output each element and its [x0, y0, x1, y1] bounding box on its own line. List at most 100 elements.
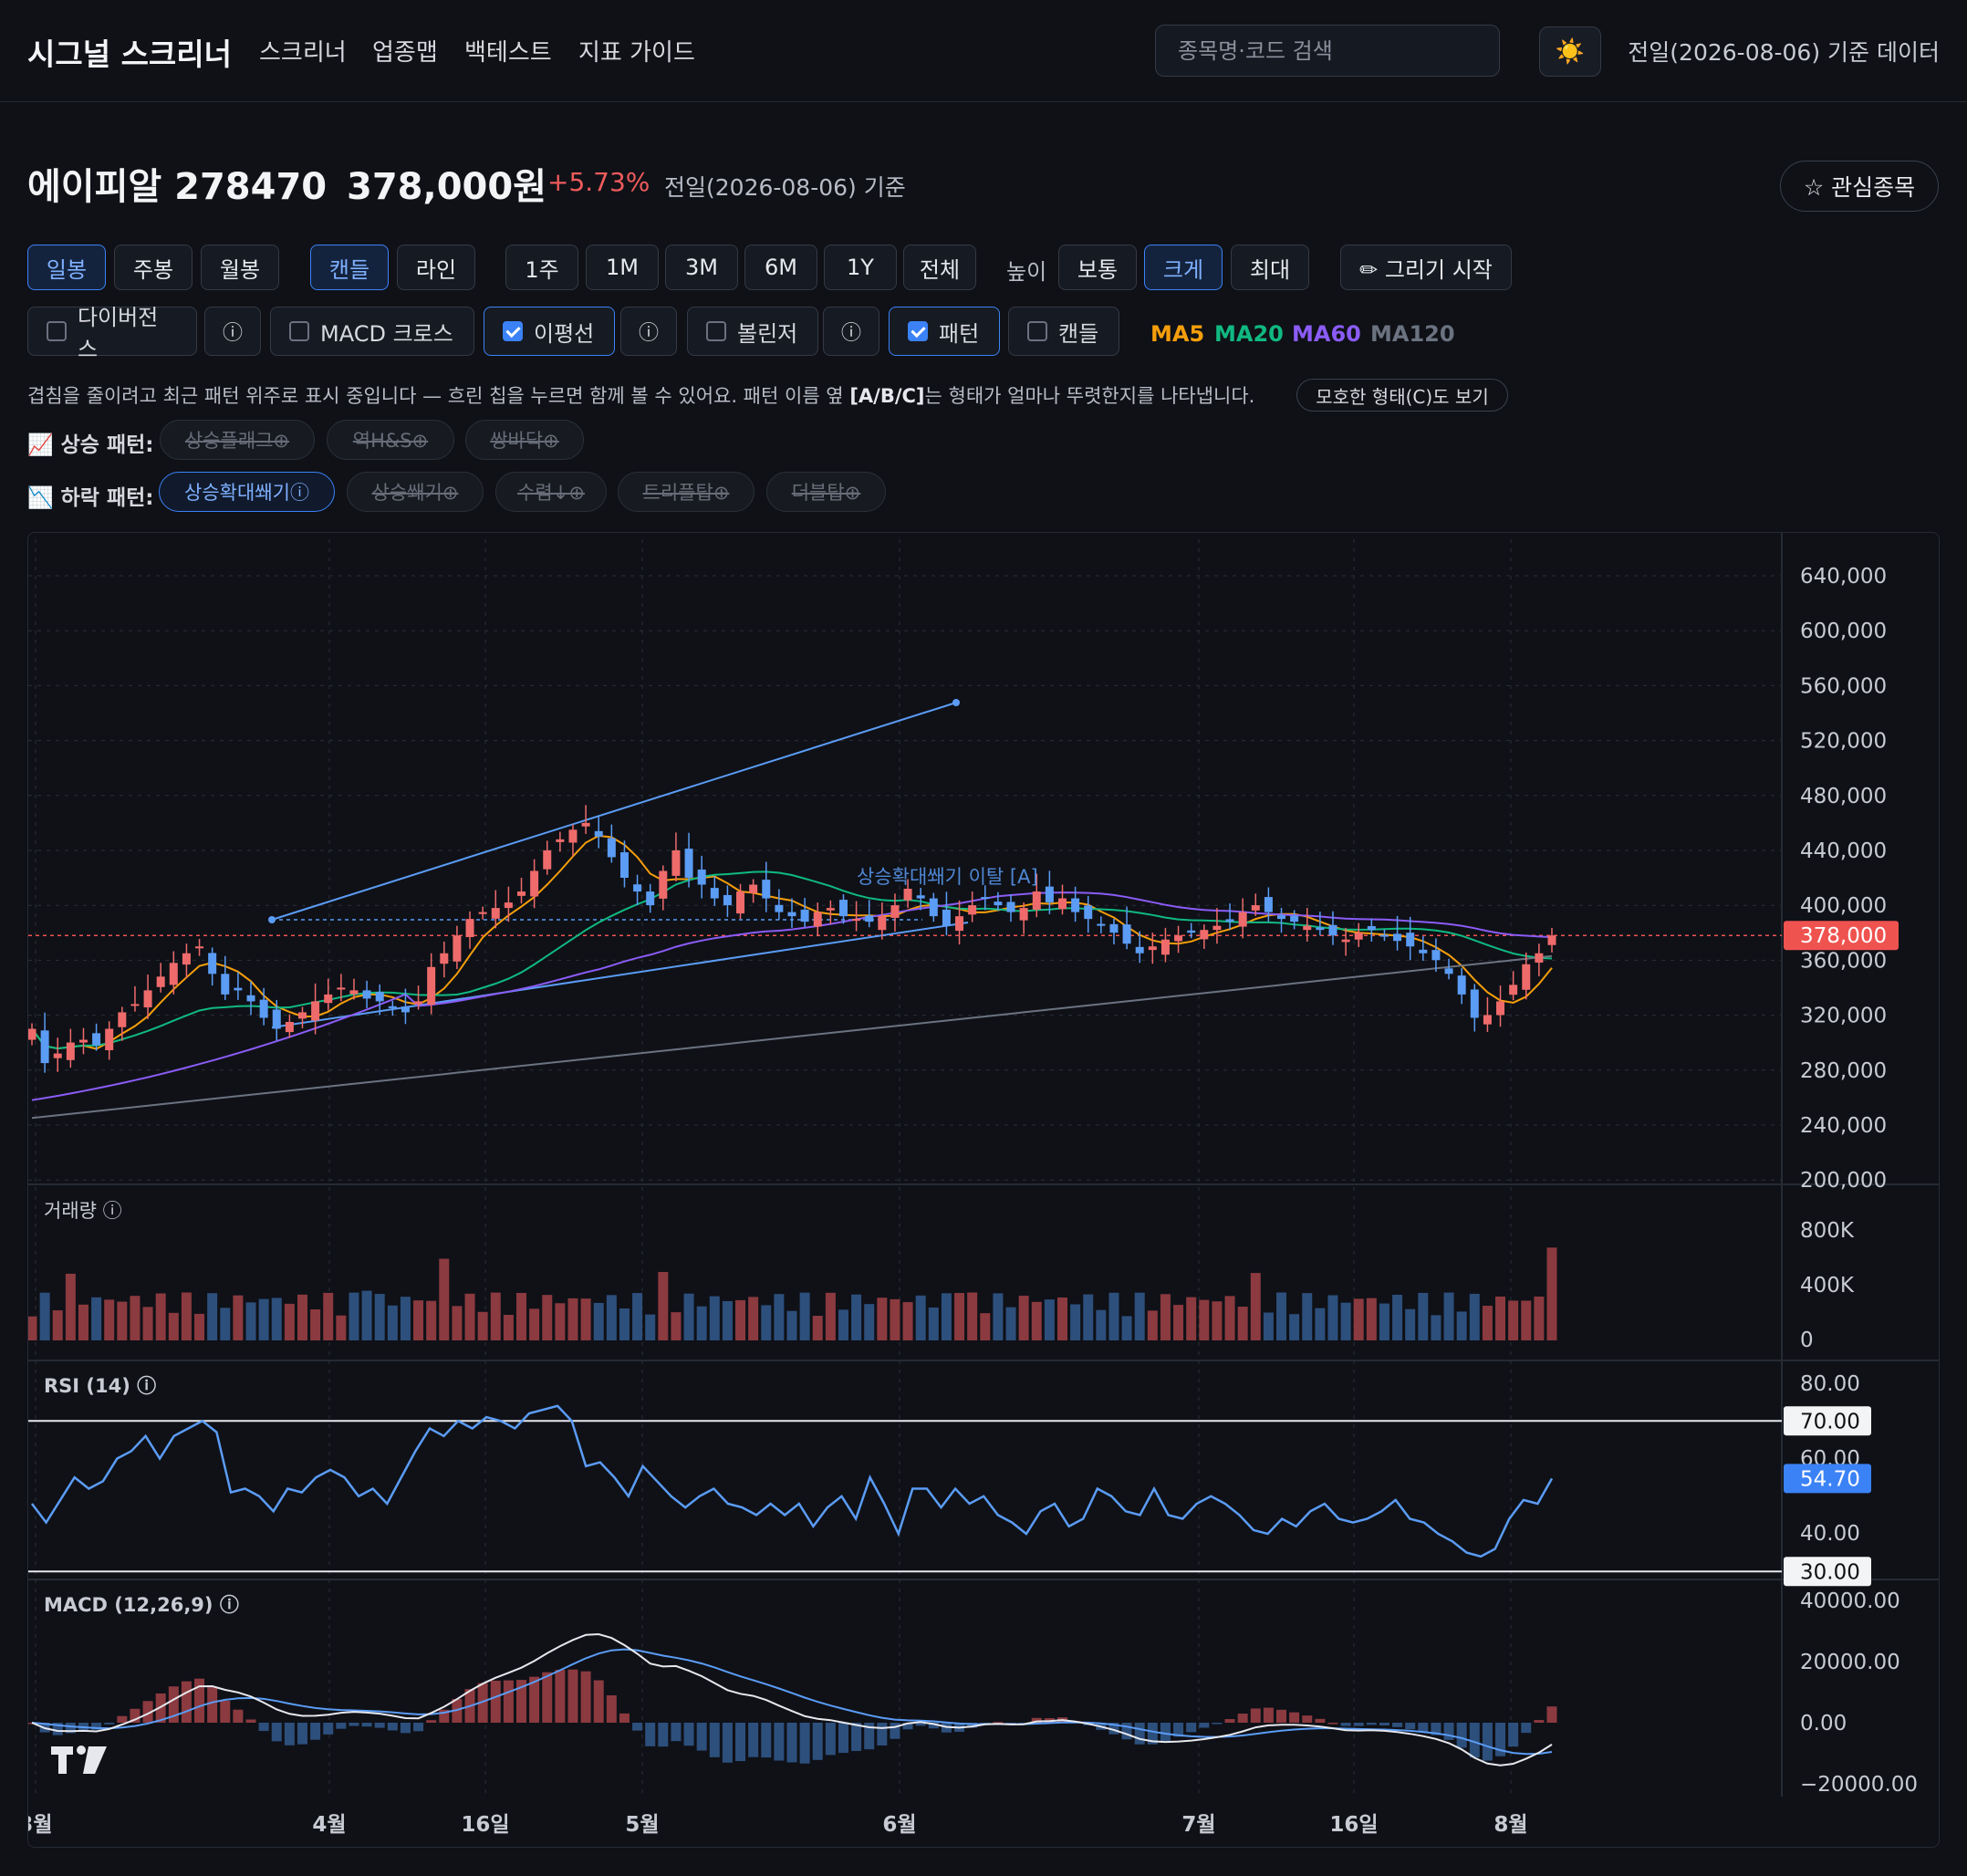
- overlay-macd-cross-toggle[interactable]: MACD 크로스: [270, 307, 474, 356]
- volume-bar: [233, 1295, 244, 1340]
- nav-screener[interactable]: 스크리너: [259, 39, 347, 67]
- overlay-label: MACD 크로스: [320, 320, 453, 347]
- macd-histogram-bar: [580, 1671, 591, 1723]
- range-1w-button[interactable]: 1주: [505, 245, 578, 290]
- macd-histogram-bar: [1431, 1723, 1441, 1735]
- volume-bar: [1469, 1293, 1480, 1340]
- candle-body: [852, 919, 861, 922]
- candle-body: [581, 822, 590, 827]
- chip-rising-broadening-wedge[interactable]: 상승확대쐐기ⓘ: [159, 472, 335, 512]
- candle-body: [1006, 902, 1015, 912]
- volume-bar: [1031, 1301, 1042, 1340]
- volume-bar: [1302, 1293, 1313, 1340]
- search-input[interactable]: [1155, 25, 1500, 77]
- volume-bar: [117, 1301, 128, 1340]
- range-1m-button[interactable]: 1M: [586, 245, 659, 290]
- nav-sector-map[interactable]: 업종맵: [372, 39, 438, 67]
- candle-body: [1109, 923, 1119, 933]
- chip-triple-top[interactable]: 트리플탑⊕: [618, 472, 755, 512]
- candle-body: [1457, 975, 1466, 995]
- candle-body: [1406, 933, 1415, 947]
- candle-body: [955, 916, 964, 932]
- overlay-bollinger-toggle[interactable]: 볼린저: [687, 307, 818, 356]
- macd-histogram-bar: [658, 1723, 669, 1747]
- watchlist-button[interactable]: ☆ 관심종목: [1780, 161, 1939, 212]
- candle-body: [710, 888, 719, 899]
- candle-body: [607, 838, 616, 858]
- chart-container[interactable]: 3월 4월 16일 5월 6월 7월 16일 8월 640,000 600,000 560,000 5…: [27, 532, 1940, 1848]
- macd-histogram-bar: [349, 1723, 359, 1726]
- volume-bar: [361, 1290, 372, 1340]
- rsi-path: [31, 1404, 1554, 1558]
- x-axis-label: 5월: [625, 1813, 659, 1837]
- candle-body: [517, 891, 526, 896]
- show-ambiguous-button[interactable]: 모호한 형태(C)도 보기: [1296, 379, 1508, 412]
- macd-histogram-bar: [1469, 1723, 1480, 1758]
- top-navigation-bar: 시그널 스크리너 스크리너 업종맵 백테스트 지표 가이드 ☀️ 전일(2026…: [0, 0, 1967, 102]
- price-axis-label: 200,000: [1800, 1169, 1887, 1193]
- volume-bar: [1160, 1294, 1171, 1340]
- candle-body: [1509, 985, 1518, 995]
- volume-bar: [1212, 1301, 1223, 1340]
- overlay-candle-pattern-toggle[interactable]: 캔들: [1008, 307, 1119, 356]
- rsi-current-label: 54.70: [1800, 1467, 1860, 1491]
- overlay-pattern-toggle[interactable]: 패턴: [889, 307, 1000, 356]
- period-weekly-button[interactable]: 주봉: [114, 245, 193, 290]
- chip-bull-flag[interactable]: 상승플래그⊕: [160, 420, 315, 460]
- candle-body: [1032, 891, 1041, 910]
- range-1y-button[interactable]: 1Y: [824, 245, 897, 290]
- x-axis-label: 16일: [461, 1813, 509, 1837]
- nav-indicator-guide[interactable]: 지표 가이드: [578, 39, 695, 67]
- candle-body: [1200, 930, 1209, 940]
- candle-body: [697, 869, 706, 885]
- macd-histogram-bar: [632, 1723, 643, 1731]
- volume-bar: [258, 1298, 269, 1340]
- macd-histogram-bar: [825, 1723, 836, 1756]
- period-monthly-button[interactable]: 월봉: [201, 245, 279, 290]
- chart-type-line-button[interactable]: 라인: [397, 245, 475, 290]
- height-max-button[interactable]: 최대: [1231, 245, 1309, 290]
- draw-start-button[interactable]: ✏ 그리기 시작: [1340, 245, 1512, 290]
- volume-bar: [1443, 1292, 1454, 1340]
- checkbox-checked-icon: [503, 321, 523, 341]
- volume-bar: [374, 1294, 385, 1340]
- theme-toggle-button[interactable]: ☀️: [1539, 26, 1601, 77]
- height-large-button[interactable]: 크게: [1144, 245, 1223, 290]
- candle-body: [1174, 935, 1183, 942]
- divergence-info-icon[interactable]: ⓘ: [204, 307, 261, 356]
- period-daily-button[interactable]: 일봉: [27, 245, 106, 290]
- range-all-button[interactable]: 전체: [903, 245, 976, 290]
- macd-histogram-bar: [1353, 1723, 1364, 1726]
- overlay-divergence-toggle[interactable]: 다이버전스: [27, 305, 197, 362]
- volume-bar: [1237, 1307, 1248, 1340]
- stock-price: 378,000원: [347, 166, 546, 208]
- range-3m-button[interactable]: 3M: [665, 245, 738, 290]
- moving-average-info-icon[interactable]: ⓘ: [620, 307, 677, 356]
- chip-inverse-head-shoulders[interactable]: 역H&S⊕: [327, 420, 454, 460]
- chip-double-top[interactable]: 더블탑⊕: [766, 472, 886, 512]
- range-6m-button[interactable]: 6M: [744, 245, 817, 290]
- volume-bar: [1340, 1302, 1351, 1340]
- price-chart-svg[interactable]: 3월 4월 16일 5월 6월 7월 16일 8월 640,000 600,000 560,000 5…: [28, 533, 1939, 1847]
- candle-body: [1148, 946, 1157, 951]
- chip-double-bottom[interactable]: 쌍바닥⊕: [465, 420, 584, 460]
- rsi-lower-tag: [1784, 1557, 1871, 1587]
- candle-body: [723, 894, 732, 906]
- overlay-moving-average-toggle[interactable]: 이평선: [484, 307, 615, 356]
- macd-axis-label: −20000.00: [1800, 1773, 1918, 1797]
- bollinger-info-icon[interactable]: ⓘ: [823, 307, 879, 356]
- volume-bar: [761, 1305, 772, 1340]
- macd-histogram-bar: [207, 1687, 218, 1723]
- candle-body: [504, 902, 513, 909]
- chip-rising-wedge[interactable]: 상승쐐기⊕: [347, 472, 484, 512]
- candle-body: [1379, 934, 1389, 937]
- height-normal-button[interactable]: 보통: [1058, 245, 1137, 290]
- volume-bar: [1044, 1299, 1055, 1340]
- brand-logo[interactable]: 시그널 스크리너: [27, 36, 233, 72]
- chart-type-candle-button[interactable]: 캔들: [310, 245, 389, 290]
- nav-backtest[interactable]: 백테스트: [464, 39, 552, 67]
- chip-convergence-down[interactable]: 수렴↓⊕: [495, 472, 607, 512]
- wedge-lower-line: [271, 922, 969, 1028]
- volume-bar: [696, 1306, 707, 1340]
- macd-histogram-bar: [1379, 1723, 1389, 1726]
